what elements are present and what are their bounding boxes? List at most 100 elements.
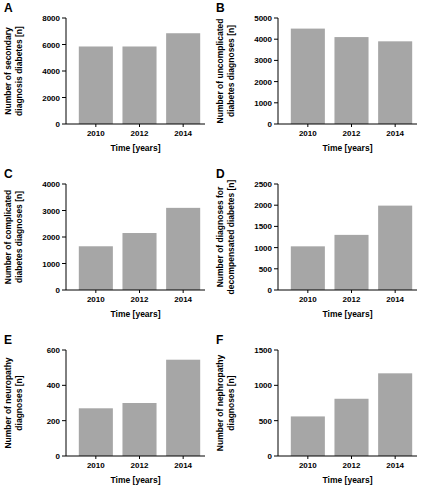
x-tick-label: 2012: [343, 461, 361, 470]
x-tick: [95, 290, 96, 293]
y-tick-label: 1500: [254, 346, 272, 355]
y-tick-label: 2500: [254, 180, 272, 189]
y-tick-label: 1000: [42, 260, 60, 269]
y-axis-label: Number of diagnoses fordecompensated dia…: [215, 179, 236, 294]
panel: E0200400600201020122014Time [years]Numbe…: [3, 333, 205, 485]
y-tick: [62, 71, 66, 72]
bar: [334, 37, 368, 124]
x-axis: [278, 124, 417, 125]
y-tick-label: 1000: [254, 99, 272, 108]
bars: [291, 206, 412, 290]
bar: [79, 46, 113, 124]
y-tick: [62, 210, 66, 211]
x-axis: [66, 124, 205, 125]
y-tick: [62, 385, 66, 386]
x-axis: [278, 456, 417, 457]
y-tick-label: 0: [268, 120, 273, 129]
y-tick: [62, 263, 66, 264]
bar: [378, 41, 412, 124]
x-tick-label: 2014: [174, 461, 192, 470]
y-tick: [274, 456, 278, 457]
y-axis-label: Number of neuropathydiagnoses [n]: [3, 357, 24, 448]
y-tick: [274, 81, 278, 82]
y-tick-label: 0: [56, 286, 61, 295]
y-axis: [278, 184, 279, 290]
y-axis: [278, 350, 279, 456]
y-tick: [62, 420, 66, 421]
y-tick-label: 3000: [254, 56, 272, 65]
y-axis: [66, 350, 67, 456]
x-axis-label: Time [years]: [323, 309, 373, 319]
y-tick: [274, 268, 278, 269]
x-tick: [139, 124, 140, 127]
x-tick: [395, 456, 396, 459]
panel-letter: A: [4, 1, 13, 15]
y-tick-label: 1500: [254, 222, 272, 231]
x-tick: [95, 456, 96, 459]
bars: [291, 29, 412, 124]
x-tick: [395, 290, 396, 293]
x-axis: [66, 290, 205, 291]
y-tick: [274, 420, 278, 421]
y-tick-label: 3000: [42, 207, 60, 216]
y-tick-label: 0: [268, 452, 273, 461]
bar: [79, 408, 113, 456]
x-tick-label: 2014: [174, 295, 192, 304]
bars: [79, 360, 200, 456]
y-tick-label: 2000: [254, 78, 272, 87]
y-tick: [62, 184, 66, 185]
x-tick: [307, 124, 308, 127]
x-tick: [183, 456, 184, 459]
y-tick-label: 0: [56, 120, 61, 129]
x-tick-label: 2014: [386, 129, 404, 138]
x-tick: [139, 290, 140, 293]
y-tick: [62, 350, 66, 351]
y-tick: [62, 124, 66, 125]
x-tick-label: 2012: [131, 461, 149, 470]
panel: C01000200030004000201020122014Time [year…: [3, 167, 205, 319]
y-tick: [62, 290, 66, 291]
x-tick-label: 2014: [386, 461, 404, 470]
x-tick: [183, 290, 184, 293]
figure: A02000400060008000201020122014Time [year…: [0, 0, 425, 500]
y-tick: [62, 237, 66, 238]
x-tick-label: 2010: [299, 129, 317, 138]
x-axis-label: Time [years]: [111, 143, 161, 153]
y-tick: [274, 205, 278, 206]
y-tick-label: 0: [268, 286, 273, 295]
bar: [378, 373, 412, 456]
bar: [166, 208, 200, 290]
y-tick: [274, 247, 278, 248]
x-axis-label: Time [years]: [111, 475, 161, 485]
bar: [334, 399, 368, 456]
x-tick-label: 2010: [87, 295, 105, 304]
bar: [122, 233, 156, 290]
x-tick: [95, 124, 96, 127]
x-axis: [66, 456, 205, 457]
y-tick-label: 2000: [254, 201, 272, 210]
bar: [291, 416, 325, 456]
y-tick-label: 1000: [254, 381, 272, 390]
bar: [122, 403, 156, 456]
y-tick-label: 600: [47, 346, 61, 355]
y-tick: [274, 39, 278, 40]
panel-letter: C: [4, 167, 13, 181]
y-axis-label: Number of uncomplicateddiabetes diagnose…: [215, 19, 236, 124]
x-tick: [139, 456, 140, 459]
y-tick: [274, 60, 278, 61]
y-tick: [274, 385, 278, 386]
panel-letter: D: [216, 167, 225, 181]
y-tick: [274, 124, 278, 125]
x-tick: [351, 456, 352, 459]
x-tick-label: 2014: [386, 295, 404, 304]
y-axis-label: Number of nephropathydiagnoses [n]: [215, 355, 236, 452]
bar: [378, 206, 412, 290]
y-tick: [62, 456, 66, 457]
y-tick-label: 4000: [42, 180, 60, 189]
y-tick: [274, 102, 278, 103]
y-tick-label: 1000: [254, 244, 272, 253]
x-tick: [351, 290, 352, 293]
y-tick-label: 5000: [254, 14, 272, 23]
y-tick: [62, 97, 66, 98]
x-tick: [183, 124, 184, 127]
